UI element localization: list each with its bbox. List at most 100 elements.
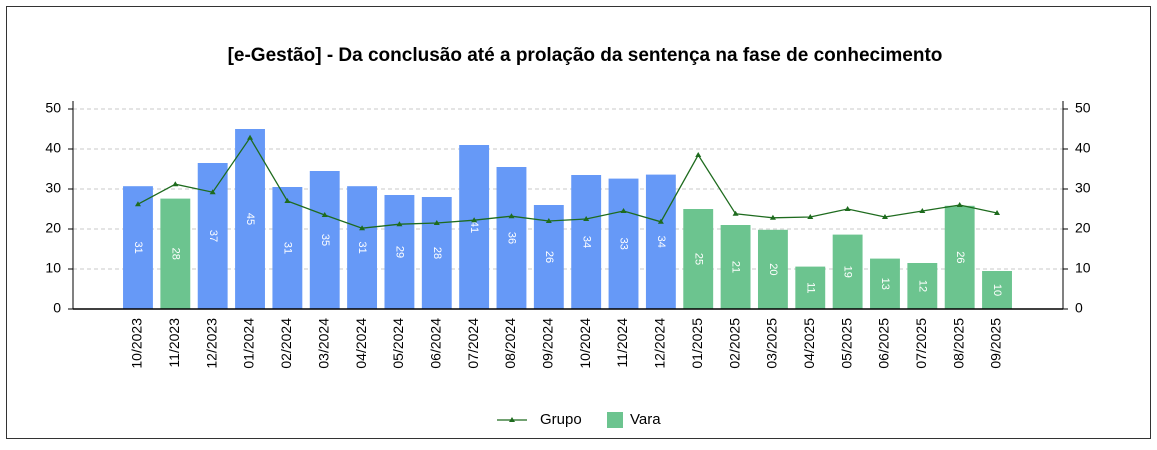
- legend-label: Vara: [630, 411, 661, 428]
- y2-tick-label: 50: [1075, 100, 1091, 116]
- bar: [944, 205, 975, 309]
- legend-item: Vara: [607, 411, 661, 428]
- bar: [720, 225, 751, 309]
- data-label: 25: [692, 253, 704, 265]
- x-tick-label: 01/2025: [689, 318, 705, 369]
- line-marker: [247, 134, 254, 140]
- bar: [421, 197, 452, 309]
- y2-tick-label: 20: [1075, 220, 1091, 236]
- y-tick-label: 40: [45, 140, 61, 156]
- x-tick-label: 01/2024: [241, 318, 257, 369]
- bar: [870, 258, 900, 309]
- line-marker: [508, 213, 515, 219]
- data-label: 28: [431, 247, 443, 259]
- line-marker: [956, 202, 963, 207]
- x-tick-label: 06/2024: [427, 318, 443, 369]
- data-label: 10: [991, 284, 1003, 296]
- x-tick-label: 07/2024: [465, 318, 481, 369]
- bar: [683, 209, 714, 309]
- data-label: 20: [767, 263, 779, 275]
- bar: [347, 186, 378, 309]
- x-tick-label: 06/2025: [876, 318, 892, 369]
- line-marker: [881, 214, 888, 219]
- line-marker: [732, 210, 739, 216]
- data-label: 31: [356, 241, 368, 253]
- data-label: 26: [954, 251, 966, 263]
- data-label: 34: [655, 236, 667, 248]
- x-tick-label: 02/2024: [278, 318, 294, 369]
- y-tick-label: 50: [45, 100, 61, 116]
- x-tick-label: 11/2023: [166, 318, 182, 368]
- data-label: 29: [394, 246, 406, 258]
- data-label: 13: [879, 278, 891, 290]
- x-tick-label: 08/2024: [502, 318, 518, 369]
- legend-swatch: [607, 412, 623, 428]
- x-tick-label: 12/2023: [203, 318, 219, 369]
- line-marker: [844, 206, 851, 211]
- line-marker: [209, 189, 216, 195]
- data-label: 31: [132, 241, 144, 253]
- chart-title: [e-Gestão] - Da conclusão até a prolação…: [228, 45, 943, 66]
- line-marker: [321, 212, 328, 217]
- line-marker: [433, 220, 440, 225]
- line-marker: [545, 218, 552, 223]
- x-tick-label: 09/2024: [540, 318, 556, 369]
- line-marker: [657, 218, 664, 224]
- x-tick-label: 07/2025: [913, 318, 929, 369]
- bar: [235, 129, 265, 309]
- line-marker: [134, 201, 141, 207]
- bar: [608, 178, 639, 309]
- bar: [197, 163, 228, 309]
- data-label: 41: [468, 221, 480, 233]
- x-tick-label: 09/2025: [988, 318, 1004, 369]
- data-label: 33: [618, 238, 630, 250]
- x-tick-label: 05/2024: [390, 318, 406, 369]
- y2-tick-label: 40: [1075, 140, 1091, 156]
- data-label: 45: [244, 213, 256, 225]
- data-label: 21: [730, 261, 742, 273]
- x-tick-label: 02/2025: [726, 318, 742, 369]
- line-marker: [583, 216, 590, 221]
- line-marker: [471, 217, 478, 223]
- x-tick-label: 05/2025: [838, 318, 854, 369]
- data-label: 37: [207, 230, 219, 242]
- line-marker: [620, 208, 627, 213]
- y-tick-label: 0: [53, 300, 61, 316]
- line-marker: [695, 152, 702, 157]
- x-tick-label: 03/2024: [315, 318, 331, 369]
- line-marker: [769, 214, 776, 220]
- bar: [160, 198, 191, 309]
- bar: [795, 266, 826, 309]
- y-tick-label: 20: [45, 220, 61, 236]
- data-label: 35: [319, 234, 331, 246]
- bar: [832, 234, 863, 309]
- legend-item: Grupo: [497, 411, 582, 428]
- y2-tick-label: 0: [1075, 300, 1083, 316]
- bar: [645, 174, 676, 309]
- bar: [982, 271, 1012, 309]
- y2-tick-label: 10: [1075, 260, 1091, 276]
- line-marker: [172, 181, 179, 187]
- bar: [757, 229, 788, 309]
- line-marker: [396, 221, 403, 227]
- bar: [907, 263, 938, 309]
- x-tick-label: 08/2025: [950, 318, 966, 369]
- y-tick-label: 30: [45, 180, 61, 196]
- bar: [571, 175, 602, 309]
- data-label: 26: [543, 251, 555, 263]
- line: [137, 136, 998, 229]
- data-label: 31: [281, 242, 293, 254]
- bar: [272, 187, 303, 309]
- x-tick-label: 11/2024: [614, 318, 630, 368]
- data-label: 34: [580, 236, 592, 248]
- legend-marker: [509, 417, 515, 422]
- bar: [123, 186, 153, 309]
- y2-tick-label: 30: [1075, 180, 1091, 196]
- bar: [384, 195, 415, 309]
- data-label: 19: [842, 266, 854, 278]
- bar: [309, 171, 340, 309]
- x-tick-label: 10/2023: [129, 318, 145, 369]
- x-tick-label: 03/2025: [764, 318, 780, 369]
- bar: [496, 167, 527, 309]
